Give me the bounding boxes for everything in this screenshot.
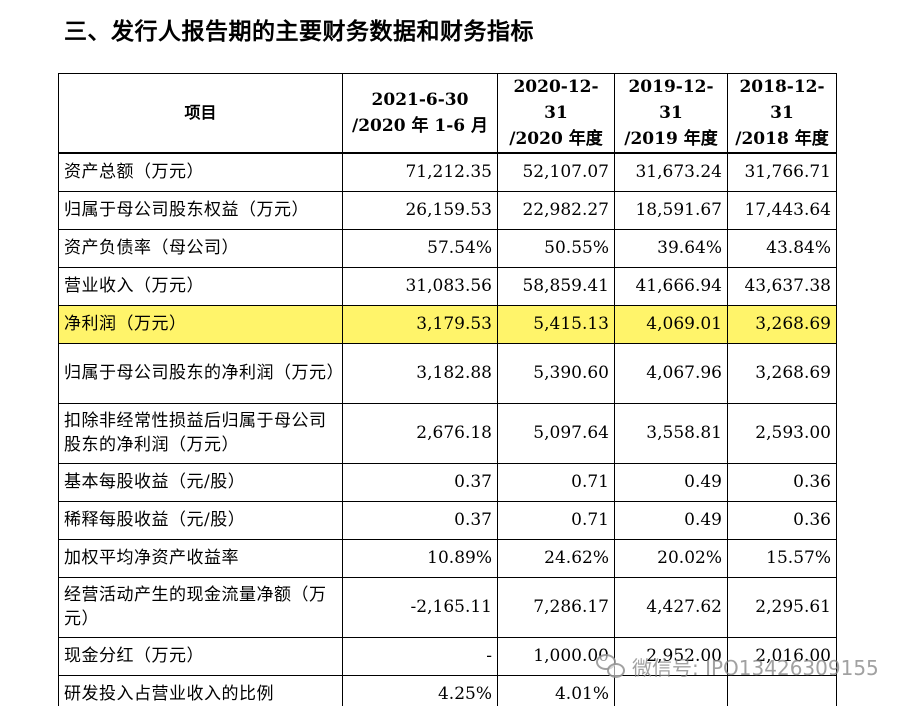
- row-value: 0.37: [342, 462, 498, 502]
- table-row: 基本每股收益（元/股） 0.37 0.71 0.49 0.36: [58, 462, 837, 502]
- watermark-text: 微信号: IPO13426309155: [632, 656, 879, 680]
- row-value: 3,268.69: [727, 342, 837, 404]
- table-row: 现金分红（万元） -1,000.00 2,952.00 2,016.00: [58, 636, 837, 676]
- row-value: -2,165.11: [342, 576, 498, 638]
- financial-data-table: 项目 2021-6-30 /2020 年 1-6 月 2020-12-31 /2…: [58, 73, 837, 706]
- table-row: 营业收入（万元） 31,083.56 58,859.41 41,666.94 43,63…: [58, 266, 837, 306]
- header-period-line2: /2020 年 1-6 月: [352, 116, 488, 136]
- row-label: 基本每股收益（元/股）: [58, 462, 343, 502]
- row-value: 4,067.96: [614, 342, 728, 404]
- table-row: 资产负债率（母公司） 57.54% 50.55% 39.64% 43.84%: [58, 228, 837, 268]
- row-value: 4.25%: [342, 674, 498, 706]
- table-row: 稀释每股收益（元/股） 0.37 0.71 0.49 0.36: [58, 500, 837, 540]
- row-value: 26,159.53: [342, 190, 498, 230]
- header-period-line2: /2020 年度: [509, 129, 603, 149]
- row-label: 资产总额（万元）: [58, 152, 343, 192]
- row-value: 2,676.18: [342, 402, 498, 464]
- row-value: 4,427.62: [614, 576, 728, 638]
- row-value: 20.02%: [614, 538, 728, 578]
- row-value: 2,016.00: [727, 636, 837, 676]
- header-period-line1: 2021-6-30: [371, 90, 469, 110]
- header-period-line1: 2019-12-31: [628, 77, 714, 123]
- row-label: 扣除非经常性损益后归属于母公司股东的净利润（万元）: [58, 402, 343, 464]
- row-value: 10.89%: [342, 538, 498, 578]
- row-value: 0.49: [614, 462, 728, 502]
- row-value: [614, 674, 728, 706]
- row-value: 4.01%: [497, 674, 615, 706]
- row-value: 52,107.07: [497, 152, 615, 192]
- row-label: 现金分红（万元）: [58, 636, 343, 676]
- table-row: 归属于母公司股东的净利润（万元） 3,182.88 5,390.60 4,067.96…: [58, 342, 837, 404]
- row-value: 2,593.00: [727, 402, 837, 464]
- row-value: 3,558.81: [614, 402, 728, 464]
- row-value: 0.36: [727, 500, 837, 540]
- row-value: 31,673.24: [614, 152, 728, 192]
- row-value: 5,390.60: [497, 342, 615, 404]
- watermark: 微信号: IPO13426309155: [596, 652, 879, 681]
- row-value: 0.36: [727, 462, 837, 502]
- header-period-line2: /2019 年度: [624, 129, 718, 149]
- header-period: 2019-12-31 /2019 年度: [614, 73, 728, 154]
- section-heading: 三、发行人报告期的主要财务数据和财务指标: [64, 19, 534, 45]
- row-value: 4,069.01: [614, 304, 728, 344]
- row-value: 7,286.17: [497, 576, 615, 638]
- header-period-line2: /2018 年度: [735, 129, 829, 149]
- row-value: 39.64%: [614, 228, 728, 268]
- table-row: 资产总额（万元） 71,212.35 52,107.07 31,673.24 31,76…: [58, 152, 837, 192]
- row-value: 15.57%: [727, 538, 837, 578]
- row-label: 归属于母公司股东的净利润（万元）: [58, 342, 344, 404]
- row-value: 50.55%: [497, 228, 615, 268]
- row-label: 净利润（万元）: [58, 304, 343, 344]
- table-row: 归属于母公司股东权益（万元） 26,159.53 22,982.27 18,591.6…: [58, 190, 837, 230]
- row-value: 24.62%: [497, 538, 615, 578]
- table-row: 净利润（万元） 3,179.53 5,415.13 4,069.01 3,268.69: [58, 304, 837, 344]
- row-value: [727, 674, 837, 706]
- header-period-line1: 2020-12-31: [513, 77, 599, 123]
- row-value: 31,766.71: [727, 152, 837, 192]
- row-value: 3,179.53: [342, 304, 498, 344]
- table-header: 项目 2021-6-30 /2020 年 1-6 月 2020-12-31 /2…: [58, 73, 837, 154]
- row-label: 经营活动产生的现金流量净额（万元）: [58, 576, 343, 638]
- header-period: 2021-6-30 /2020 年 1-6 月: [342, 73, 498, 154]
- row-label: 稀释每股收益（元/股）: [58, 500, 343, 540]
- table-body: 资产总额（万元） 71,212.35 52,107.07 31,673.24 31,76…: [58, 152, 837, 706]
- row-label: 加权平均净资产收益率: [58, 538, 343, 578]
- row-value: 2,295.61: [727, 576, 837, 638]
- row-label: 研发投入占营业收入的比例: [58, 674, 343, 706]
- row-value: 22,982.27: [497, 190, 615, 230]
- row-value: 0.71: [497, 462, 615, 502]
- header-row: 项目 2021-6-30 /2020 年 1-6 月 2020-12-31 /2…: [58, 73, 837, 154]
- header-period: 2020-12-31 /2020 年度: [497, 73, 615, 154]
- row-label: 资产负债率（母公司）: [58, 228, 343, 268]
- row-value: 18,591.67: [614, 190, 728, 230]
- row-label: 营业收入（万元）: [58, 266, 343, 306]
- row-value: 3,182.88: [342, 342, 498, 404]
- table-row: 加权平均净资产收益率 10.89% 24.62% 20.02% 15.57%: [58, 538, 837, 578]
- row-value: 3,268.69: [727, 304, 837, 344]
- header-item: 项目: [58, 73, 343, 154]
- table-row: 研发投入占营业收入的比例 4.25% 4.01%: [58, 674, 837, 706]
- row-value: 71,212.35: [342, 152, 498, 192]
- row-value: 5,415.13: [497, 304, 615, 344]
- row-value: 0.71: [497, 500, 615, 540]
- row-value: -: [342, 636, 498, 676]
- row-value: 31,083.56: [342, 266, 498, 306]
- row-value: 43,637.38: [727, 266, 837, 306]
- row-value: 17,443.64: [727, 190, 837, 230]
- table-row: 经营活动产生的现金流量净额（万元） -2,165.11 7,286.17 4,427.…: [58, 576, 837, 638]
- row-value: 0.37: [342, 500, 498, 540]
- header-period-line1: 2018-12-31: [739, 77, 825, 123]
- row-value: 43.84%: [727, 228, 837, 268]
- row-value: 58,859.41: [497, 266, 615, 306]
- row-value: 5,097.64: [497, 402, 615, 464]
- row-label: 归属于母公司股东权益（万元）: [58, 190, 343, 230]
- wechat-icon: [596, 653, 626, 680]
- row-value: 41,666.94: [614, 266, 728, 306]
- row-value: 57.54%: [342, 228, 498, 268]
- header-period: 2018-12-31 /2018 年度: [727, 73, 837, 154]
- table-row: 扣除非经常性损益后归属于母公司股东的净利润（万元） 2,676.18 5,097.6…: [58, 402, 837, 464]
- row-value: 0.49: [614, 500, 728, 540]
